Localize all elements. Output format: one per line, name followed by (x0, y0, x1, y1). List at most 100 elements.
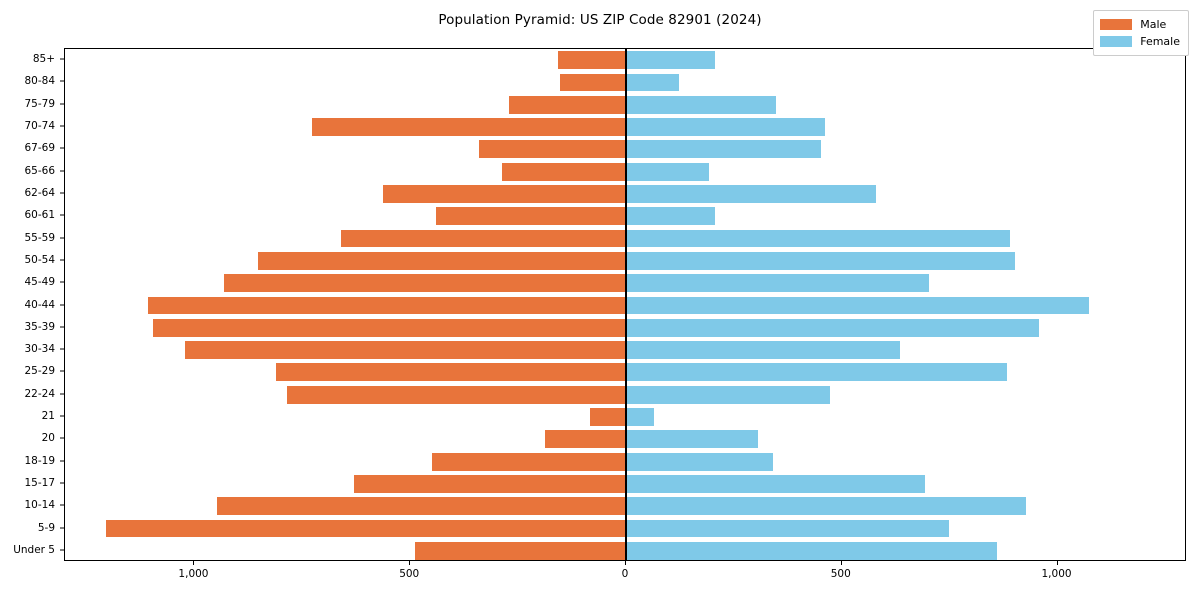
legend-item-female: Female (1100, 33, 1180, 50)
y-tick-label: 30-34 (24, 343, 55, 356)
bar-male (544, 430, 626, 449)
bar-female (626, 408, 655, 426)
bar-row (65, 475, 1185, 493)
bars-layer (65, 49, 1185, 560)
bar-row (65, 274, 1185, 293)
y-tick-mark (60, 304, 64, 305)
bar-row (65, 73, 1185, 92)
bar-male (341, 229, 626, 248)
bar-female (626, 140, 822, 159)
y-tick-label: 22-24 (24, 387, 55, 400)
y-tick-mark (60, 415, 64, 417)
bar-female (626, 95, 777, 114)
x-tick-mark (625, 561, 626, 565)
bar-female (626, 73, 679, 92)
y-tick-mark (60, 504, 64, 506)
bar-male (382, 185, 626, 203)
plot-area (64, 48, 1186, 561)
bar-row (65, 430, 1185, 449)
y-tick-label: 25-29 (24, 365, 55, 378)
y-tick-mark (60, 437, 64, 439)
x-tick-mark (840, 561, 842, 565)
y-tick-mark (60, 348, 64, 350)
y-tick-mark (60, 326, 64, 328)
bar-row (65, 497, 1185, 516)
bar-female (626, 541, 998, 560)
zero-axis-line (625, 49, 627, 560)
bar-female (626, 452, 774, 471)
bar-female (626, 207, 716, 226)
x-tick-label: 1,000 (1041, 568, 1072, 580)
bar-male (147, 296, 626, 315)
chart-legend: Male Female (1093, 10, 1189, 56)
y-tick-label: 18-19 (24, 454, 55, 467)
bar-male (509, 95, 626, 114)
legend-label-male: Male (1140, 18, 1167, 31)
bar-female (626, 341, 901, 359)
y-tick-label: 80-84 (24, 75, 55, 88)
y-tick-label: 15-17 (24, 476, 55, 489)
bar-female (626, 251, 1016, 270)
x-tick-mark (193, 561, 195, 565)
y-tick-mark (60, 214, 64, 216)
y-axis: 85+ 80-84 75-79 70-74 67-69 65-66 62-64 60-61 55… (0, 48, 64, 561)
bar-female (626, 519, 949, 538)
bar-male (354, 475, 626, 493)
y-tick-mark (60, 393, 64, 395)
x-tick-mark (409, 561, 411, 565)
chart-title: Population Pyramid: US ZIP Code 82901 (2… (438, 12, 762, 28)
y-tick-mark (60, 147, 64, 149)
bar-male (184, 341, 626, 359)
x-tick-mark (1056, 561, 1058, 565)
y-tick-label: 85+ (32, 53, 55, 66)
y-tick-label: 35-39 (24, 320, 55, 333)
legend-item-male: Male (1100, 16, 1180, 33)
bar-row (65, 318, 1185, 337)
y-tick-mark (60, 482, 64, 484)
y-tick-mark (60, 549, 64, 551)
legend-swatch-male (1100, 19, 1133, 30)
bar-row (65, 229, 1185, 248)
y-tick-mark (60, 527, 64, 529)
y-tick-label: 10-14 (24, 499, 55, 512)
y-tick-label: 65-66 (24, 164, 55, 177)
bar-female (626, 296, 1089, 315)
y-tick-mark (60, 170, 64, 172)
bar-male (415, 541, 626, 560)
y-tick-label: 5-9 (37, 521, 55, 534)
bar-male (223, 274, 626, 293)
bar-row (65, 95, 1185, 114)
y-tick-mark (60, 370, 64, 372)
y-tick-mark (60, 125, 64, 127)
bar-female (626, 274, 930, 293)
bar-row (65, 251, 1185, 270)
bar-female (626, 430, 759, 449)
bar-row (65, 385, 1185, 404)
bar-male (479, 140, 626, 159)
bar-female (626, 185, 877, 203)
bar-row (65, 162, 1185, 181)
y-tick-label: Under 5 (13, 543, 55, 556)
bar-row (65, 51, 1185, 70)
y-tick-label: 62-64 (24, 186, 55, 199)
bar-row (65, 452, 1185, 471)
bar-male (431, 452, 626, 471)
bar-female (626, 475, 926, 493)
bar-row (65, 185, 1185, 203)
bar-male (275, 363, 626, 382)
bar-male (287, 385, 626, 404)
bar-male (558, 51, 626, 70)
x-tick-label: 1,000 (178, 568, 209, 580)
legend-swatch-female (1100, 36, 1133, 47)
x-axis: 1,000 500 0 500 1,000 (64, 561, 1186, 600)
y-tick-mark (60, 237, 64, 239)
y-tick-mark (60, 58, 64, 60)
y-tick-label: 60-61 (24, 209, 55, 222)
x-tick-label: 500 (830, 568, 851, 580)
bar-male (258, 251, 626, 270)
y-tick-label: 40-44 (24, 298, 55, 311)
bar-female (626, 51, 715, 70)
y-tick-label: 55-59 (24, 231, 55, 244)
bar-female (626, 497, 1026, 516)
bar-row (65, 207, 1185, 226)
